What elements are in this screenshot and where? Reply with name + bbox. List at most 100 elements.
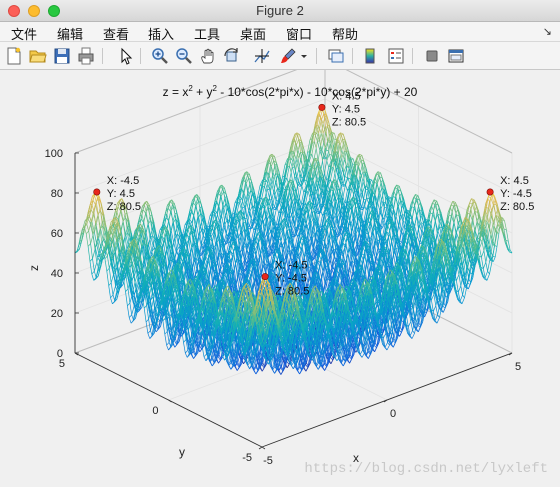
mesh-line [313,194,317,210]
menu-desktop[interactable]: 桌面 [240,24,266,43]
mesh-line [312,186,316,194]
mesh-line [270,157,273,165]
save-icon[interactable] [52,46,72,66]
mesh-line [320,116,324,125]
mesh-line [314,176,318,187]
mesh-line [264,171,268,187]
mesh-line [300,151,303,168]
mesh-line [328,168,332,182]
mesh-line [365,203,369,211]
mesh-line [308,236,312,243]
mesh-line [312,158,316,165]
mesh-line [321,190,324,194]
mesh-line [370,202,374,205]
mesh-line [295,159,300,170]
menu-view[interactable]: 查看 [103,24,129,43]
mesh-line [322,133,326,149]
mesh-line [269,159,272,167]
legend-icon[interactable] [386,46,406,66]
mesh-line [357,157,361,166]
mesh-line [273,160,277,163]
mesh-line [355,179,359,192]
menu-window[interactable]: 窗口 [286,24,312,43]
mesh-line [362,171,366,187]
mesh-line [316,182,320,198]
mesh-line [330,153,335,169]
data-cursor-icon[interactable] [252,46,272,66]
brush-icon[interactable] [278,46,298,66]
mesh-line [267,190,271,206]
pointer-icon[interactable] [116,46,136,66]
mesh-line [373,209,376,212]
mesh-line [318,126,322,134]
mesh-line [321,178,325,193]
menu-insert[interactable]: 插入 [148,24,174,43]
mesh-line [266,171,270,179]
menu-file[interactable]: 文件 [11,24,37,43]
mesh-line [316,176,320,187]
mesh-line [276,200,280,207]
menu-edit[interactable]: 编辑 [57,24,83,43]
mesh-line [267,155,271,162]
mesh-line [294,138,297,146]
close-window-button[interactable] [8,5,20,17]
mesh-line [307,155,311,162]
mesh-line [320,133,324,146]
mesh-line [365,172,368,188]
mesh-line [305,178,310,193]
mesh-line [335,198,339,209]
mesh-line [259,187,263,199]
mesh-line [324,108,327,116]
mesh-line [193,205,197,217]
mesh-line [323,173,327,180]
mesh-line [374,245,377,258]
mesh-line [327,210,331,219]
link-plot-icon[interactable] [326,46,346,66]
pan-hand-icon[interactable] [198,46,218,66]
zoom-in-icon[interactable] [150,46,170,66]
mesh-line [380,217,383,227]
mesh-line [347,190,351,203]
mesh-line [296,216,300,219]
mesh-line [232,202,236,215]
menu-tools[interactable]: 工具 [194,24,220,43]
mesh-line [354,220,358,233]
mesh-line [412,200,416,206]
mesh-line [321,186,325,194]
mesh-line [284,177,288,185]
open-file-icon[interactable] [28,46,48,66]
colorbar-icon[interactable] [360,46,380,66]
mesh-line [302,166,306,169]
mesh-line [355,165,359,176]
mesh-line [273,206,278,219]
mesh-line [324,141,328,149]
chevron-right-icon[interactable]: ↘ [543,25,552,38]
chevron-down-icon[interactable] [298,46,310,66]
mesh-line [326,150,330,159]
menu-help[interactable]: 帮助 [332,24,358,43]
mesh-line [363,204,367,211]
print-icon[interactable] [76,46,96,66]
surface-mesh [74,107,513,375]
mesh-line [334,133,337,140]
mesh-line [319,215,323,228]
mesh-line [370,184,374,197]
mesh-line [344,139,348,153]
rotate-3d-icon[interactable] [222,46,242,66]
new-figure-icon[interactable] [4,46,24,66]
mesh-line [325,126,329,129]
minimize-window-button[interactable] [28,5,40,17]
mesh-line [316,126,320,134]
mesh-line [284,158,288,165]
mesh-line [299,142,303,153]
mesh-line [346,152,350,167]
mesh-line [294,132,298,140]
show-plot-tools-icon[interactable] [446,46,466,66]
hide-plot-tools-icon[interactable] [422,46,442,66]
mesh-line [295,228,298,236]
axes-edge [74,70,298,154]
zoom-out-icon[interactable] [174,46,194,66]
mesh-line [352,184,356,193]
maximize-window-button[interactable] [48,5,60,17]
